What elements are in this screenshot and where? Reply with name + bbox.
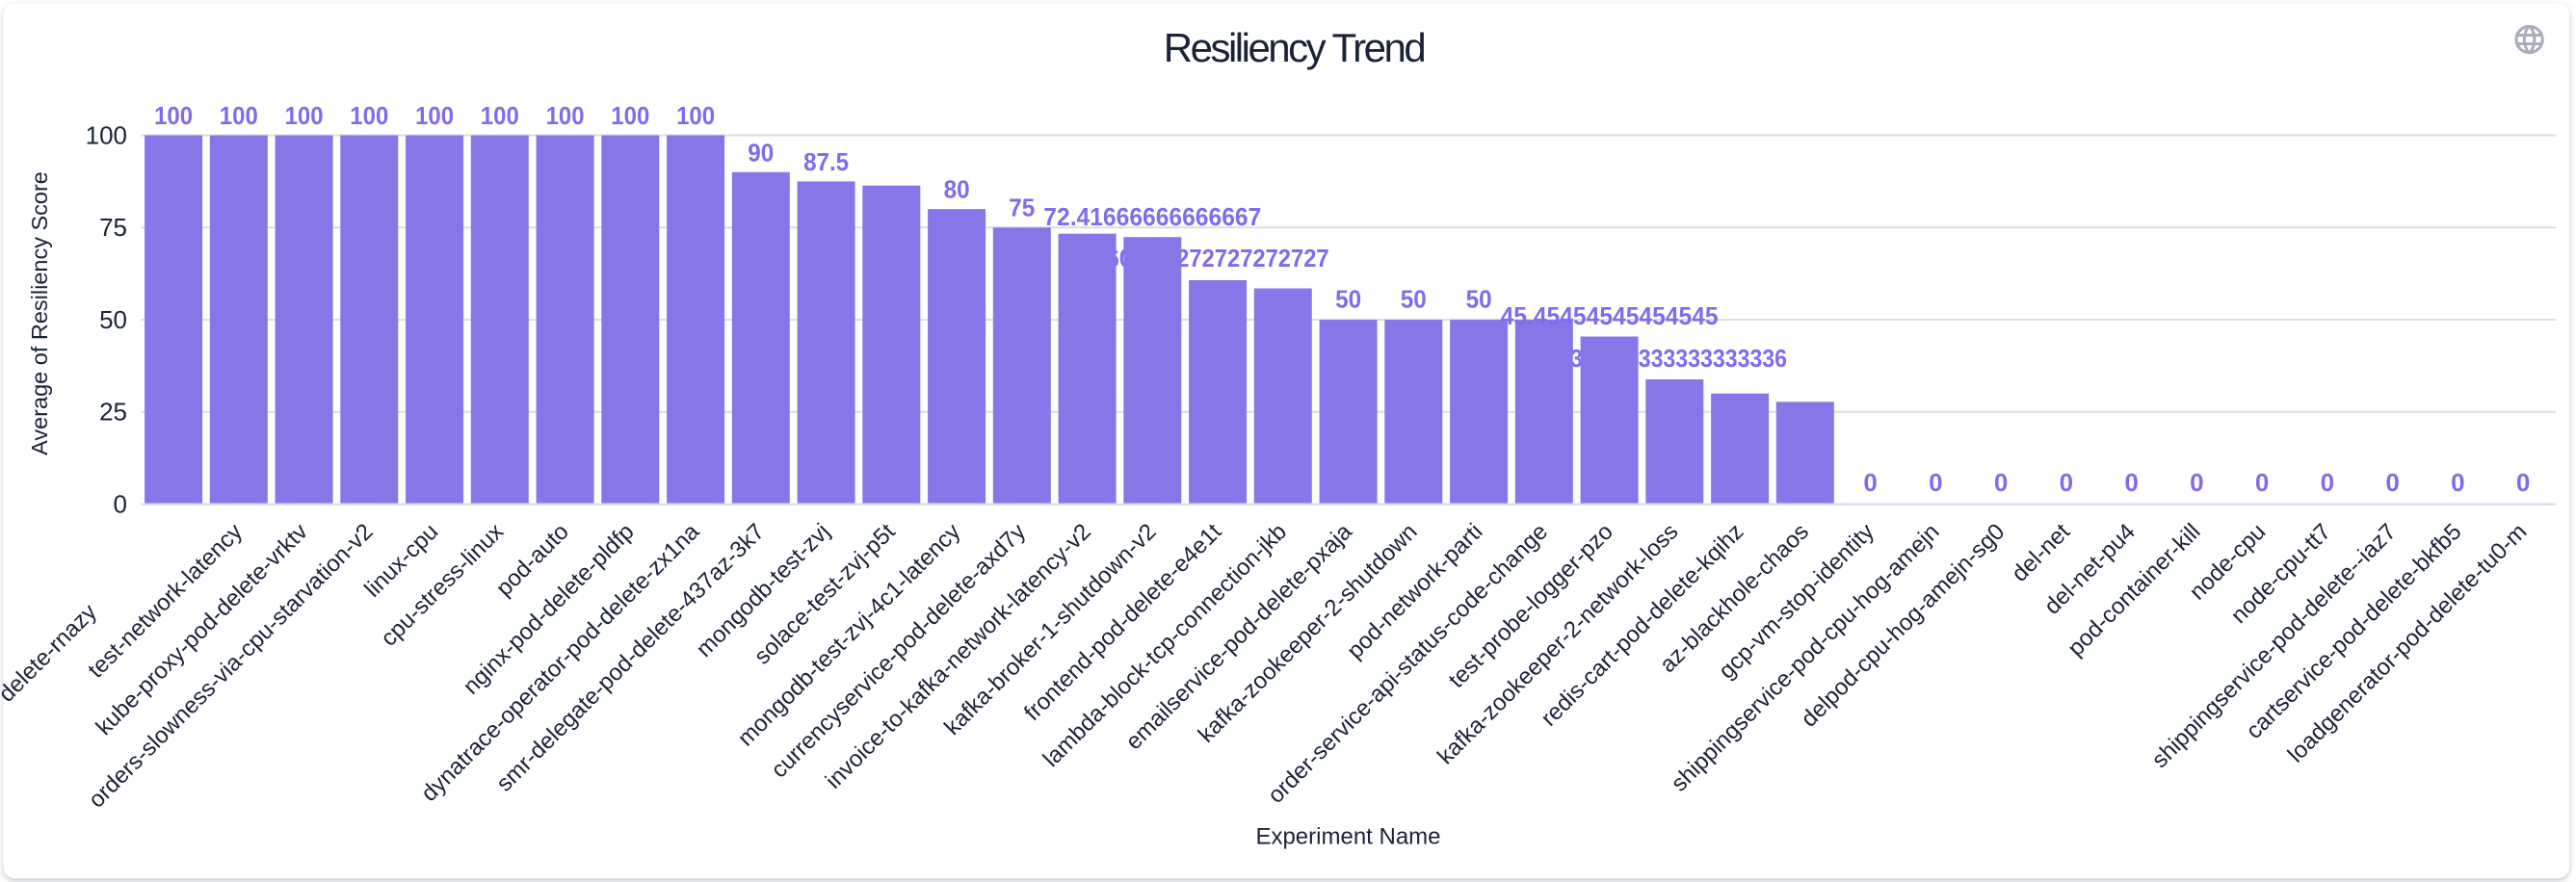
svg-text:0: 0 [2321, 468, 2334, 497]
svg-text:0: 0 [114, 489, 127, 518]
svg-text:50: 50 [1401, 285, 1427, 314]
svg-text:Experiment Name: Experiment Name [1255, 823, 1440, 849]
svg-text:0: 0 [2451, 468, 2464, 497]
svg-text:0: 0 [2385, 468, 2399, 497]
svg-text:0: 0 [2124, 468, 2138, 497]
svg-text:87.5: 87.5 [803, 147, 849, 176]
svg-text:100: 100 [481, 101, 519, 130]
svg-text:0: 0 [2060, 468, 2073, 497]
svg-text:Resiliency Trend: Resiliency Trend [1164, 25, 1425, 70]
svg-text:Average of Resiliency Score: Average of Resiliency Score [27, 171, 52, 455]
svg-text:75: 75 [99, 213, 127, 242]
svg-text:100: 100 [154, 101, 193, 130]
svg-text:0: 0 [2516, 468, 2530, 497]
svg-text:50: 50 [1466, 285, 1492, 314]
svg-text:72.41666666666667: 72.41666666666667 [1043, 202, 1261, 231]
svg-text:100: 100 [676, 101, 715, 130]
svg-text:75: 75 [1009, 193, 1035, 221]
svg-text:0: 0 [2190, 468, 2203, 497]
svg-text:0: 0 [1994, 468, 2008, 497]
svg-text:100: 100 [546, 101, 585, 130]
svg-text:0: 0 [1863, 468, 1877, 497]
svg-text:45.45454545454545: 45.45454545454545 [1501, 301, 1719, 330]
svg-text:0: 0 [1929, 468, 1942, 497]
svg-text:90: 90 [748, 138, 774, 167]
svg-text:100: 100 [415, 101, 454, 130]
svg-text:25: 25 [99, 398, 127, 427]
svg-text:100: 100 [611, 101, 649, 130]
svg-text:100: 100 [285, 101, 324, 130]
svg-text:80: 80 [944, 174, 970, 203]
svg-text:100: 100 [350, 101, 388, 130]
svg-text:50: 50 [99, 305, 127, 334]
svg-text:0: 0 [2255, 468, 2269, 497]
svg-text:100: 100 [220, 101, 258, 130]
svg-text:100: 100 [86, 120, 127, 149]
svg-text:50: 50 [1335, 285, 1361, 314]
